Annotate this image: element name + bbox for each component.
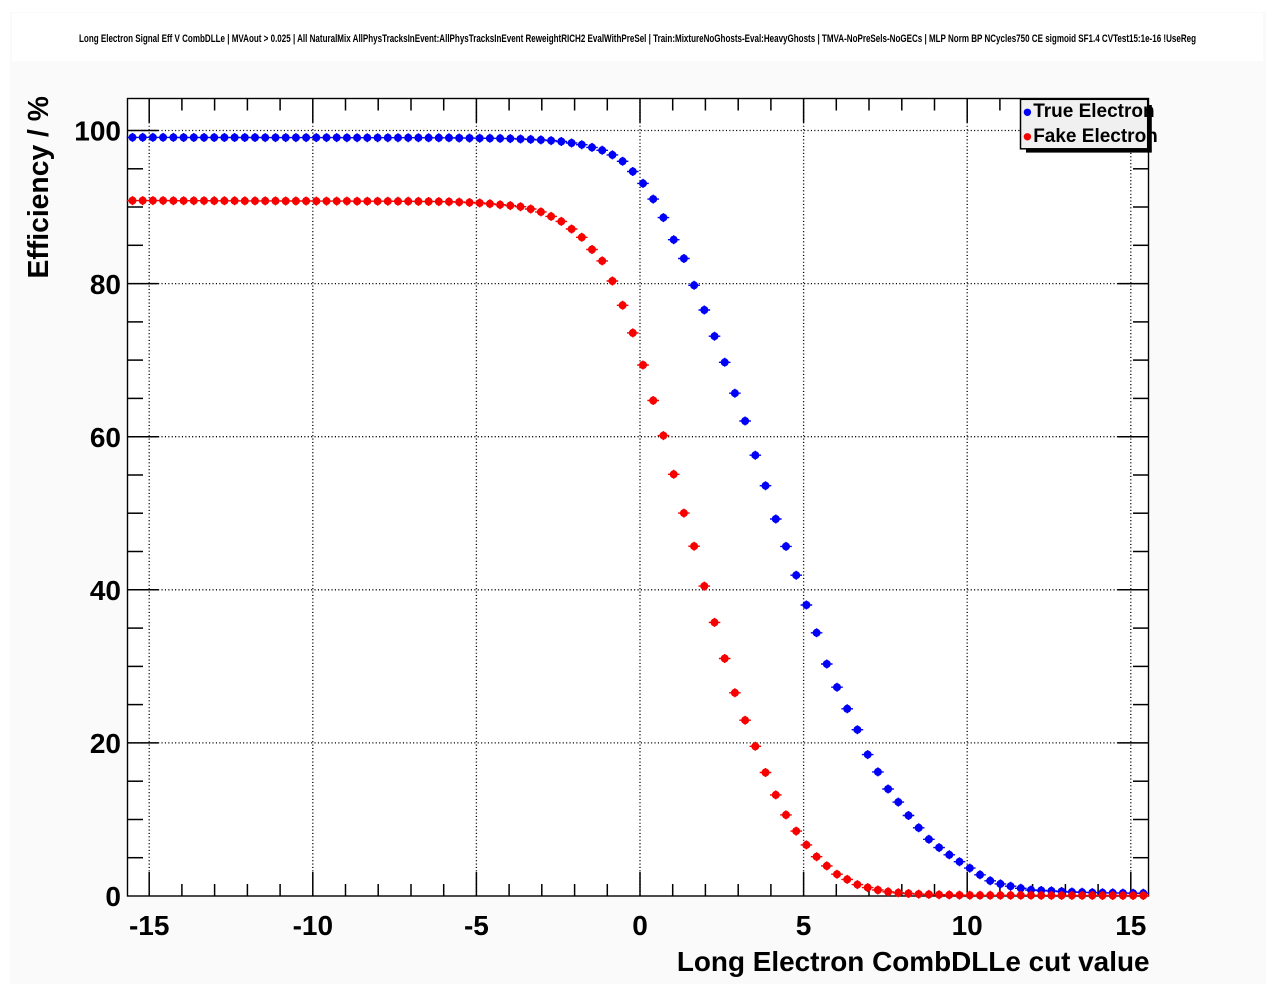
svg-text:40: 40	[90, 575, 121, 606]
svg-text:15: 15	[1115, 910, 1146, 941]
svg-text:True Electron: True Electron	[1033, 101, 1154, 122]
svg-text:10: 10	[952, 910, 983, 941]
svg-text:20: 20	[90, 728, 121, 759]
svg-text:100: 100	[74, 116, 121, 147]
svg-text:-5: -5	[464, 910, 489, 941]
svg-text:60: 60	[90, 422, 121, 453]
svg-text:80: 80	[90, 269, 121, 300]
svg-text:Long Electron Signal Eff V Com: Long Electron Signal Eff V CombDLLe | MV…	[79, 33, 1196, 45]
svg-text:-15: -15	[129, 910, 169, 941]
svg-text:0: 0	[632, 910, 648, 941]
svg-text:5: 5	[796, 910, 812, 941]
svg-text:Efficiency / %: Efficiency / %	[22, 96, 54, 278]
svg-text:Fake Electron: Fake Electron	[1033, 126, 1158, 147]
svg-text:0: 0	[105, 881, 121, 912]
svg-text:Long Electron CombDLLe cut val: Long Electron CombDLLe cut value	[677, 946, 1150, 977]
svg-text:-10: -10	[293, 910, 333, 941]
